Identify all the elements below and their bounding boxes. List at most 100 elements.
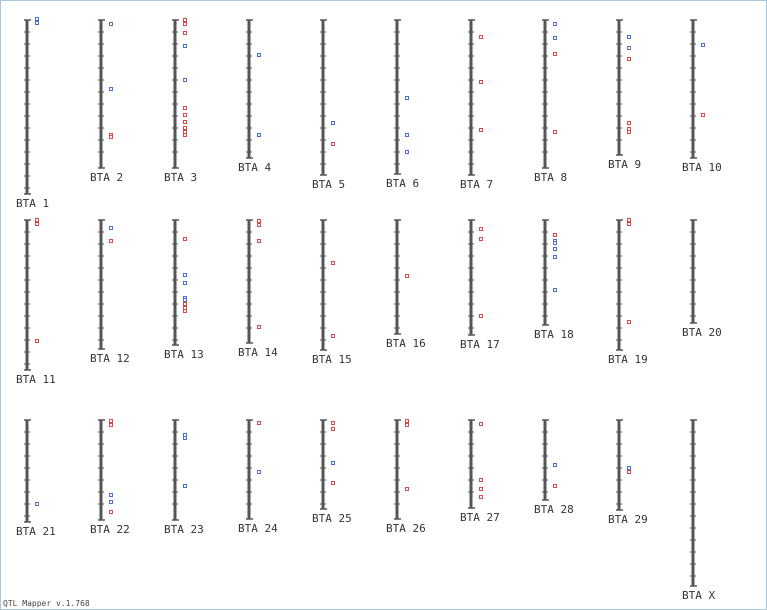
qtl-marker: [331, 461, 335, 465]
qtl-marker: [627, 57, 631, 61]
chromosome: [469, 220, 473, 335]
qtl-marker: [553, 463, 557, 467]
qtl-marker: [183, 298, 187, 302]
chromosome: [321, 220, 325, 350]
chromosome: [173, 220, 177, 345]
qtl-marker: [405, 419, 409, 423]
chromosome: [617, 420, 621, 510]
qtl-marker: [183, 113, 187, 117]
qtl-marker: [35, 222, 39, 226]
qtl-marker: [553, 130, 557, 134]
chromosome-label: BTA 9: [608, 158, 641, 171]
qtl-marker: [257, 53, 261, 57]
qtl-marker: [183, 133, 187, 137]
qtl-marker: [331, 334, 335, 338]
qtl-marker: [183, 120, 187, 124]
qtl-marker: [183, 302, 187, 306]
qtl-marker: [35, 21, 39, 25]
qtl-marker: [553, 241, 557, 245]
qtl-marker: [183, 106, 187, 110]
qtl-marker: [701, 43, 705, 47]
chromosome: [173, 20, 177, 168]
qtl-marker: [627, 35, 631, 39]
chromosome-label: BTA 17: [460, 338, 500, 351]
chromosome-label: BTA 24: [238, 522, 278, 535]
chromosome-label: BTA 20: [682, 326, 722, 339]
chromosome-label: BTA 23: [164, 523, 204, 536]
chromosome: [691, 20, 695, 158]
qtl-marker: [405, 96, 409, 100]
qtl-marker: [109, 226, 113, 230]
qtl-marker: [479, 478, 483, 482]
qtl-marker: [257, 325, 261, 329]
chromosome-label: BTA 2: [90, 171, 123, 184]
chromosome-label: BTA 6: [386, 177, 419, 190]
chromosome: [321, 20, 325, 175]
chromosome: [25, 220, 29, 370]
qtl-marker: [331, 427, 335, 431]
chromosome-label: BTA 14: [238, 346, 278, 359]
chromosome-label: BTA 27: [460, 511, 500, 524]
chromosome-label: BTA 13: [164, 348, 204, 361]
qtl-marker: [479, 80, 483, 84]
chromosome: [395, 420, 399, 519]
chromosome-label: BTA 5: [312, 178, 345, 191]
qtl-marker: [627, 218, 631, 222]
qtl-marker: [553, 247, 557, 251]
chromosome-label: BTA 26: [386, 522, 426, 535]
chromosome: [321, 420, 325, 509]
chromosome-label: BTA 28: [534, 503, 574, 516]
chromosome: [395, 220, 399, 334]
chromosome: [99, 20, 103, 168]
qtl-marker: [183, 126, 187, 130]
qtl-marker: [183, 44, 187, 48]
qtl-marker: [479, 227, 483, 231]
chromosome-label: BTA 8: [534, 171, 567, 184]
qtl-marker: [479, 128, 483, 132]
chromosome-label: BTA 11: [16, 373, 56, 386]
qtl-marker: [183, 484, 187, 488]
qtl-marker: [109, 510, 113, 514]
qtl-marker: [109, 423, 113, 427]
qtl-marker: [183, 18, 187, 22]
qtl-marker: [35, 17, 39, 21]
chromosome: [617, 20, 621, 155]
chromosome: [691, 420, 695, 586]
chromosome-label: BTA 10: [682, 161, 722, 174]
chromosome-label: BTA 15: [312, 353, 352, 366]
qtl-marker: [109, 22, 113, 26]
chromosome: [247, 220, 251, 343]
chromosome-label: BTA 1: [16, 197, 49, 210]
footer: QTL Mapper v.1.768: [3, 599, 90, 608]
chromosome-label: BTA 12: [90, 352, 130, 365]
chromosome-label: BTA 16: [386, 337, 426, 350]
qtl-marker: [553, 255, 557, 259]
qtl-marker: [627, 470, 631, 474]
qtl-marker: [553, 52, 557, 56]
chromosome-label: BTA 21: [16, 525, 56, 538]
qtl-marker: [257, 470, 261, 474]
qtl-marker: [701, 113, 705, 117]
qtl-marker: [627, 46, 631, 50]
chromosome: [247, 420, 251, 519]
chromosome-label: BTA 4: [238, 161, 271, 174]
chromosome: [617, 220, 621, 350]
qtl-marker: [479, 495, 483, 499]
chromosome-label: BTA 29: [608, 513, 648, 526]
qtl-marker: [627, 121, 631, 125]
chromosome-label: BTA 25: [312, 512, 352, 525]
qtl-marker: [257, 219, 261, 223]
chromosome: [99, 420, 103, 520]
qtl-marker: [553, 288, 557, 292]
chromosome-label: BTA X: [682, 589, 715, 602]
qtl-marker: [627, 466, 631, 470]
qtl-marker: [331, 421, 335, 425]
chromosome: [543, 420, 547, 500]
qtl-marker: [183, 273, 187, 277]
chromosome: [469, 20, 473, 175]
qtl-marker: [479, 487, 483, 491]
qtl-marker: [109, 419, 113, 423]
chromosome: [395, 20, 399, 174]
qtl-marker: [479, 35, 483, 39]
